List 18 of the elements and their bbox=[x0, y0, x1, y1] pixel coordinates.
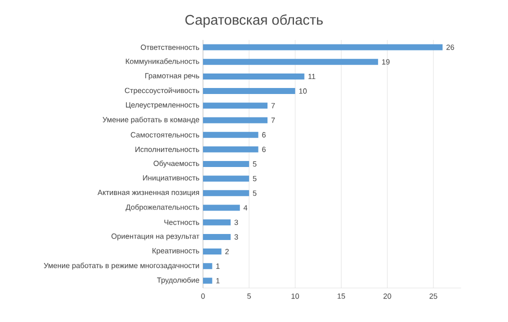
chart-title: Саратовская область bbox=[185, 14, 323, 28]
bar bbox=[203, 88, 296, 94]
bar bbox=[203, 248, 222, 255]
bar bbox=[203, 204, 240, 211]
bar bbox=[203, 219, 231, 226]
bar bbox=[203, 44, 443, 50]
bar bbox=[203, 102, 268, 109]
bar bbox=[203, 132, 258, 138]
bar bbox=[203, 58, 378, 65]
bar bbox=[203, 176, 250, 182]
bar bbox=[203, 263, 212, 270]
bar bbox=[203, 190, 250, 196]
bar bbox=[203, 161, 250, 167]
bar bbox=[203, 146, 258, 152]
bar bbox=[203, 73, 304, 80]
bar bbox=[203, 278, 212, 284]
bar bbox=[203, 117, 268, 124]
bar bbox=[203, 234, 231, 240]
